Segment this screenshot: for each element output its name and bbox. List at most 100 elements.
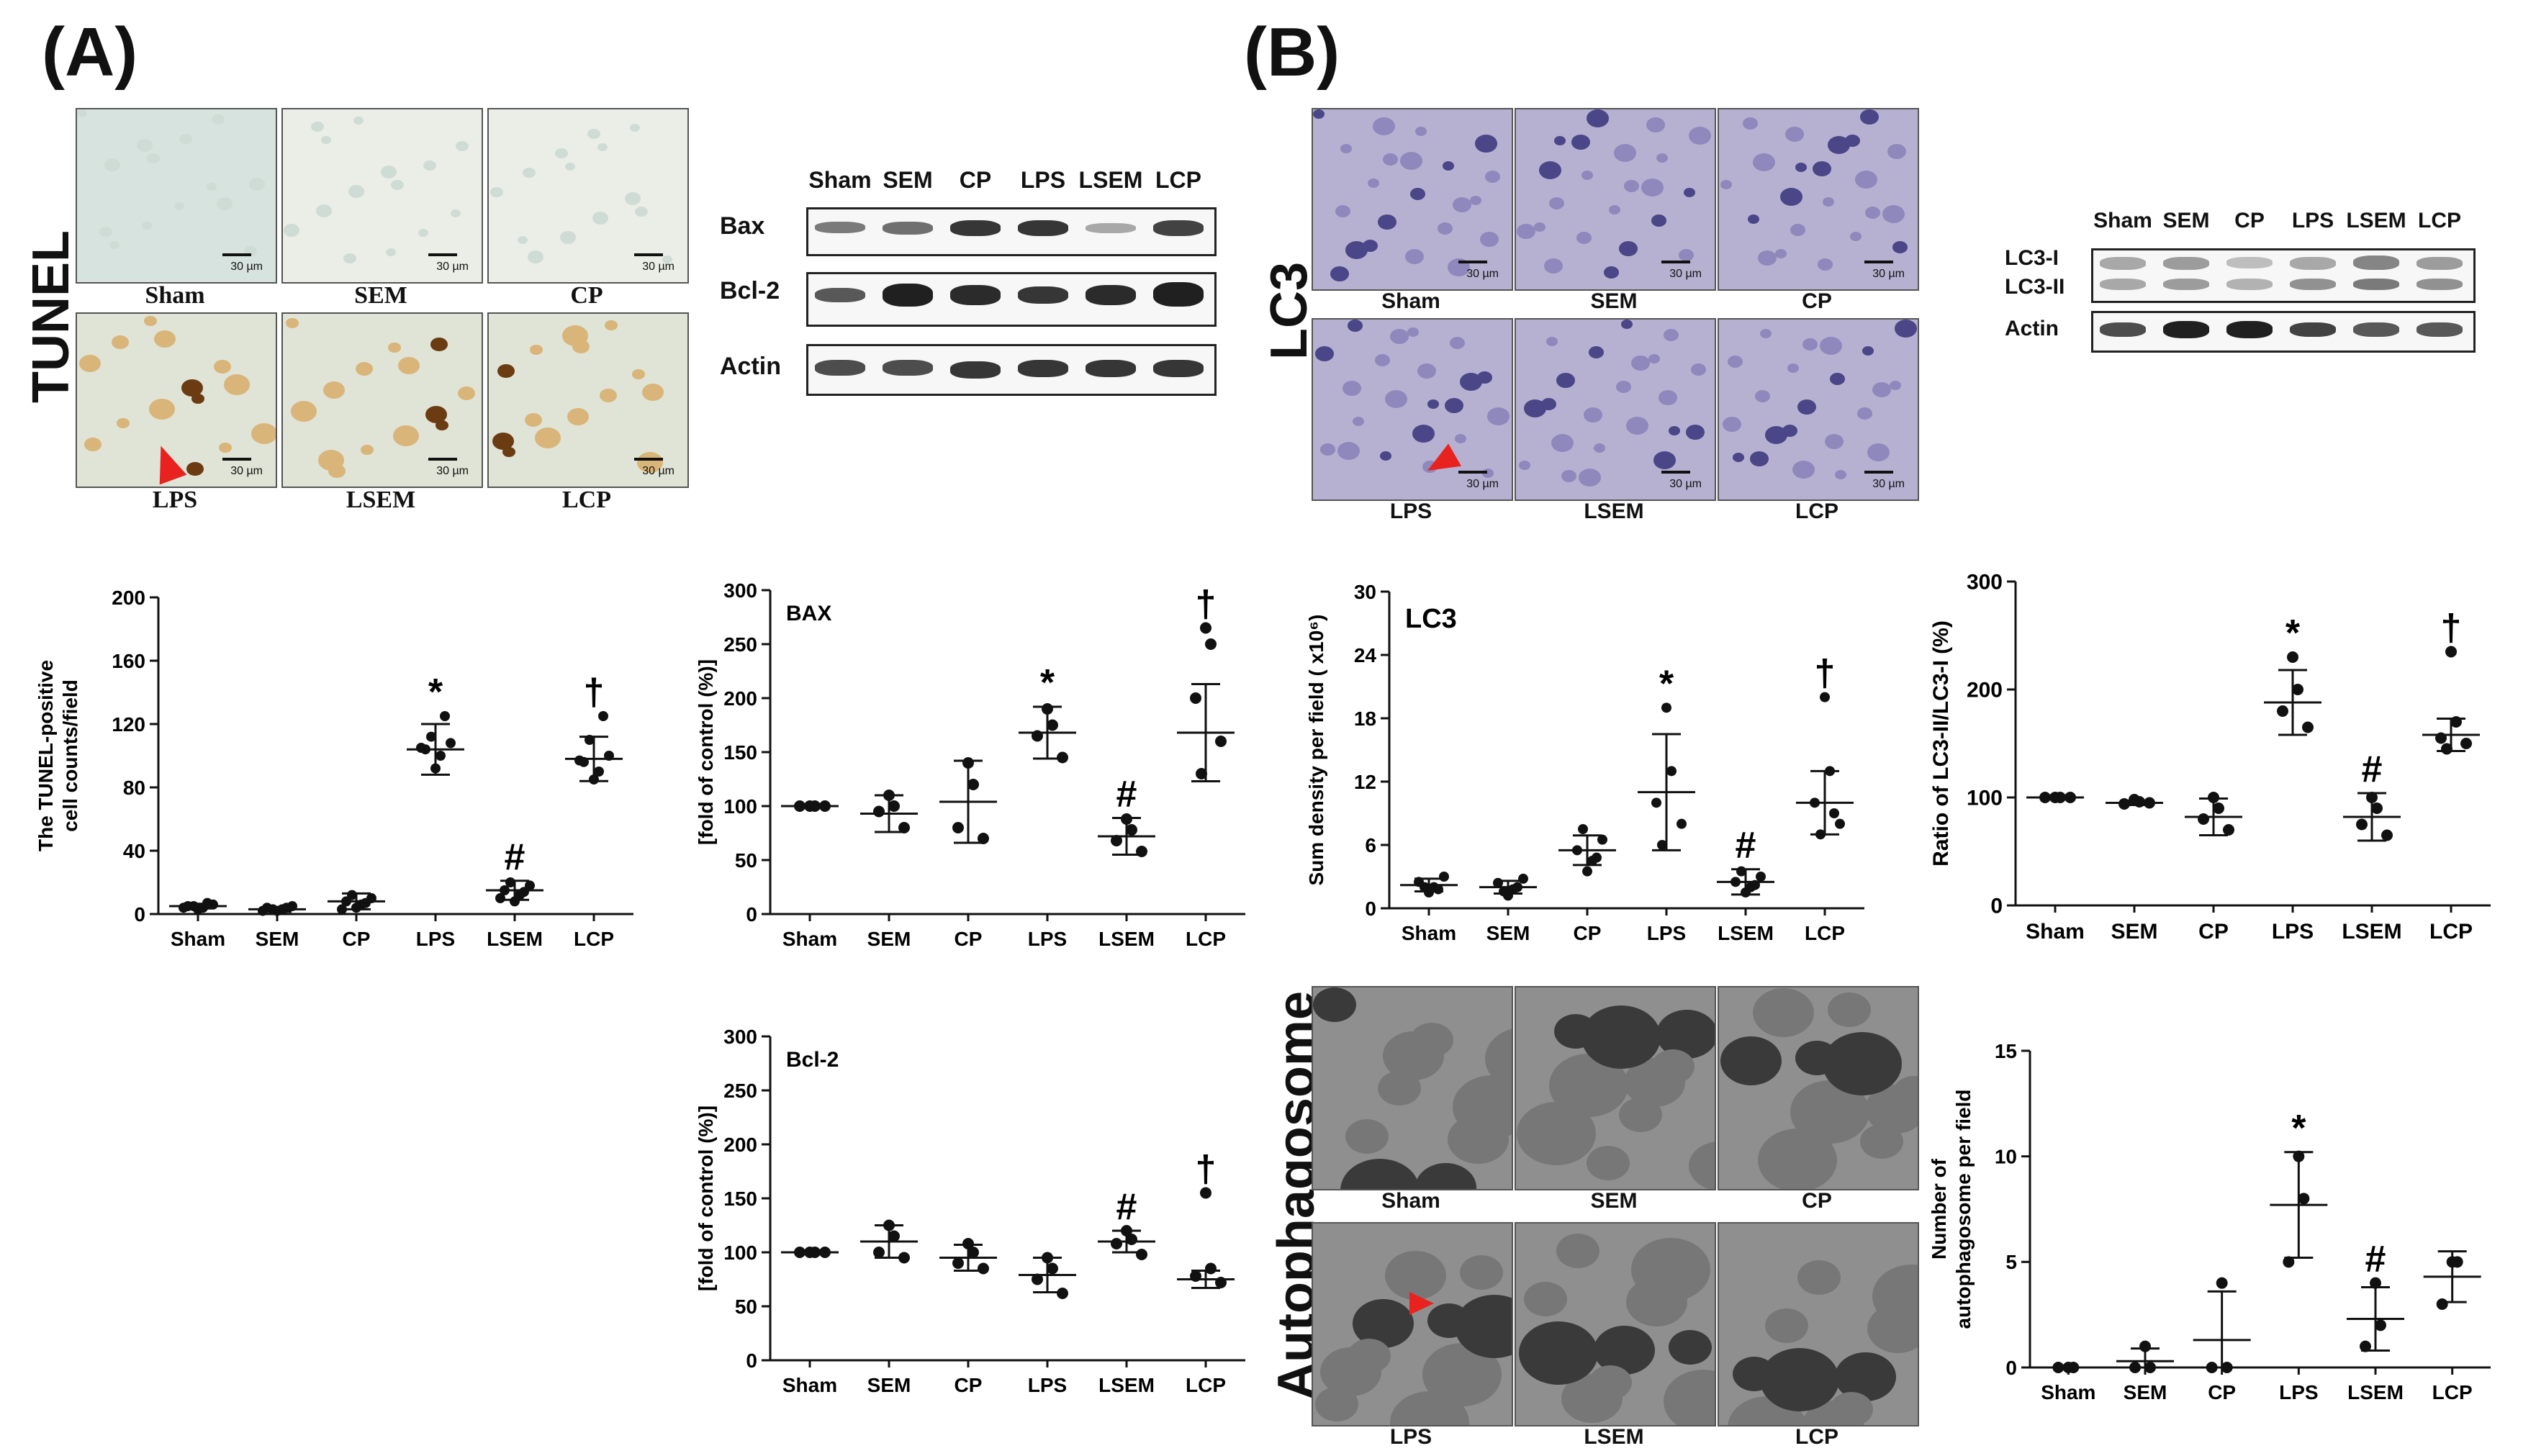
scale-bar-label: 30 µm <box>436 261 469 273</box>
texture-blob <box>1380 451 1391 461</box>
blot-band <box>1086 223 1136 233</box>
significance-mark: † <box>1196 584 1217 625</box>
texture-blob <box>214 360 231 374</box>
y-tick-label: 18 <box>1354 707 1376 730</box>
x-tick-label-lsem: LSEM <box>2342 920 2401 944</box>
significance-mark: † <box>1815 653 1836 695</box>
texture-blob <box>1679 249 1694 261</box>
texture-blob <box>1621 320 1633 329</box>
blot-band <box>2100 322 2146 337</box>
texture-blob <box>1797 1260 1841 1295</box>
blot-band <box>815 360 865 376</box>
texture-blob <box>1775 249 1787 258</box>
texture-blob <box>212 114 225 125</box>
texture-blob <box>181 379 203 397</box>
blot-band <box>2290 279 2336 290</box>
blot-strip <box>2091 248 2476 303</box>
y-tick-label: 160 <box>112 650 145 672</box>
texture-blob <box>311 122 324 132</box>
texture-blob <box>348 185 364 198</box>
texture-blob <box>1348 1339 1391 1373</box>
y-tick-label: 50 <box>735 1296 757 1318</box>
data-point <box>436 751 446 761</box>
texture-blob <box>1845 135 1860 147</box>
data-point <box>1677 818 1687 829</box>
blot-band <box>1018 286 1068 304</box>
texture-blob <box>518 236 528 245</box>
texture-blob <box>1594 443 1605 453</box>
scale-bar <box>634 253 663 256</box>
scale-bar <box>1458 471 1487 474</box>
texture-blob <box>1733 453 1744 462</box>
data-point <box>898 822 910 833</box>
texture-blob <box>1450 337 1465 349</box>
y-tick-label: 0 <box>1990 895 2003 918</box>
data-point <box>1047 1262 1058 1275</box>
y-axis-label: [fold of control (%)] <box>695 659 717 845</box>
data-point <box>888 1230 900 1242</box>
texture-blob <box>1561 470 1576 482</box>
texture-blob <box>1664 329 1679 341</box>
y-tick-label: 80 <box>123 777 145 799</box>
blot-strip <box>806 207 1217 256</box>
data-point <box>594 767 604 777</box>
blot-band <box>1018 360 1068 377</box>
texture-blob <box>1571 135 1590 150</box>
y-tick-label: 300 <box>723 1026 757 1048</box>
texture-blob <box>1750 451 1769 466</box>
texture-blob <box>490 187 503 198</box>
texture-blob <box>393 425 419 446</box>
texture-blob <box>1417 363 1436 379</box>
texture-blob <box>1445 398 1463 413</box>
texture-blob <box>1850 232 1862 241</box>
data-point <box>416 743 426 753</box>
scale-bar <box>1661 471 1690 474</box>
lane-header-sham: Sham <box>2093 209 2152 232</box>
significance-mark: # <box>2365 1239 2386 1280</box>
texture-blob <box>1353 417 1364 426</box>
texture-blob <box>1823 1032 1902 1095</box>
lane-header-cp: CP <box>959 167 992 193</box>
blot-band <box>2163 257 2209 270</box>
y-axis-label: [fold of control (%)] <box>695 1105 717 1291</box>
y-tick-label: 5 <box>2005 1251 2017 1273</box>
x-tick-label-lcp: LCP <box>2432 1381 2473 1403</box>
texture-blob <box>1330 266 1349 281</box>
texture-blob <box>1820 337 1842 355</box>
texture-blob <box>1589 346 1604 358</box>
texture-blob <box>1579 469 1601 487</box>
texture-blob <box>1835 470 1846 479</box>
lc3_ihc-caption-cp: CP <box>1802 289 1832 313</box>
texture-blob <box>1890 381 1901 390</box>
y-tick-label: 300 <box>1967 571 2003 594</box>
texture-blob <box>1477 371 1492 384</box>
data-point <box>898 1252 910 1264</box>
blot-band <box>950 361 1001 379</box>
texture-blob <box>1313 109 1325 119</box>
blot-band <box>2417 322 2463 337</box>
significance-mark: # <box>1116 774 1137 815</box>
texture-blob <box>1830 1392 1873 1425</box>
data-point <box>978 833 989 844</box>
texture-blob <box>1422 461 1438 473</box>
texture-blob <box>1443 161 1454 171</box>
texture-blob <box>1619 1098 1662 1132</box>
texture-blob <box>1828 992 1871 1027</box>
blot-band <box>1153 360 1204 377</box>
blot-band <box>815 288 865 302</box>
texture-blob <box>1378 214 1396 230</box>
data-point <box>1666 766 1677 777</box>
blot-row-label-lc3-i: LC3-I <box>2005 246 2059 270</box>
y-tick-label: 300 <box>723 579 757 602</box>
texture-blob <box>1385 390 1407 408</box>
texture-blob <box>356 362 373 376</box>
x-tick-label-sem: SEM <box>2124 1381 2167 1403</box>
scale-bar <box>1864 261 1893 263</box>
texture-blob <box>625 192 641 205</box>
x-tick-label-sham: Sham <box>2041 1381 2095 1403</box>
significance-mark: * <box>2285 612 2301 654</box>
texture-blob <box>1748 214 1759 224</box>
autophagosome-caption-sham: Sham <box>1381 1189 1440 1213</box>
blot-strip <box>806 344 1217 396</box>
significance-mark: * <box>2291 1108 2306 1149</box>
